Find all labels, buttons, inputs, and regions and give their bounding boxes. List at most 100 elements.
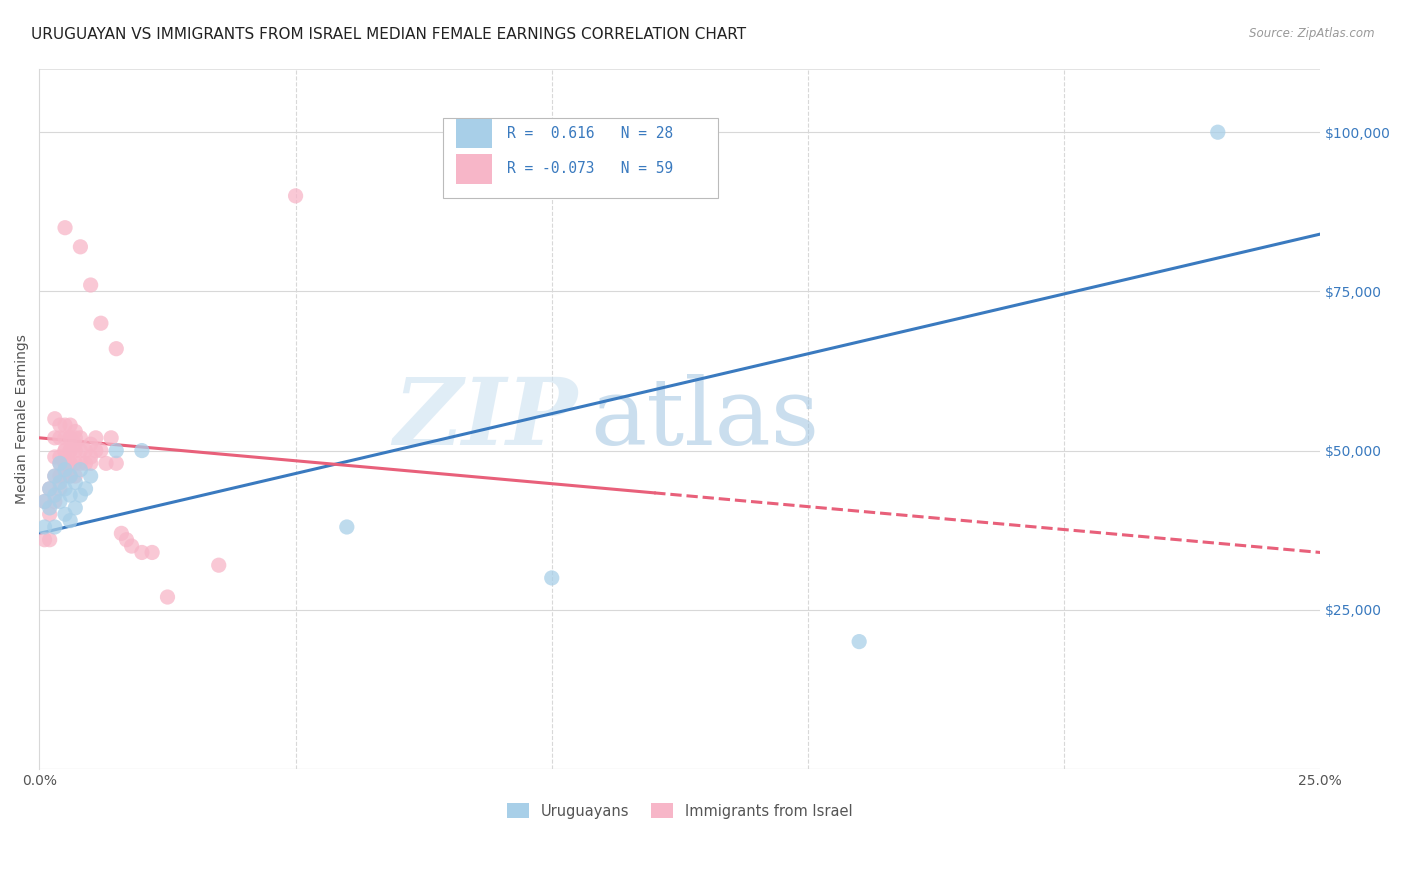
Point xyxy=(59,431,82,445)
Point xyxy=(34,520,56,534)
Point xyxy=(44,411,66,425)
Point xyxy=(49,418,72,433)
Point xyxy=(49,456,72,470)
Point xyxy=(84,431,107,445)
Text: R = -0.073   N = 59: R = -0.073 N = 59 xyxy=(508,161,673,177)
Point xyxy=(59,469,82,483)
Point xyxy=(90,443,112,458)
Point xyxy=(115,533,138,547)
Point xyxy=(848,634,870,648)
Point xyxy=(53,469,76,483)
Point xyxy=(34,494,56,508)
Point xyxy=(53,443,76,458)
Point xyxy=(105,342,128,356)
FancyBboxPatch shape xyxy=(443,118,718,198)
Point xyxy=(284,189,307,203)
Point xyxy=(131,545,153,559)
Point xyxy=(38,482,60,496)
Point xyxy=(44,469,66,483)
Point xyxy=(69,443,91,458)
Point xyxy=(65,425,87,439)
Point xyxy=(110,526,132,541)
Point xyxy=(49,494,72,508)
Point xyxy=(53,456,76,470)
Point xyxy=(38,508,60,522)
Text: R =  0.616   N = 28: R = 0.616 N = 28 xyxy=(508,126,673,141)
Point xyxy=(49,469,72,483)
Point xyxy=(336,520,359,534)
Point xyxy=(49,482,72,496)
Point xyxy=(49,431,72,445)
Point xyxy=(53,418,76,433)
Point xyxy=(1206,125,1229,139)
Point xyxy=(49,456,72,470)
Y-axis label: Median Female Earnings: Median Female Earnings xyxy=(15,334,30,504)
Text: ZIP: ZIP xyxy=(394,374,578,464)
Point xyxy=(59,456,82,470)
Point xyxy=(65,500,87,515)
Text: Source: ZipAtlas.com: Source: ZipAtlas.com xyxy=(1250,27,1375,40)
Point xyxy=(540,571,562,585)
Point xyxy=(79,456,101,470)
Point xyxy=(34,533,56,547)
Legend: Uruguayans, Immigrants from Israel: Uruguayans, Immigrants from Israel xyxy=(502,797,858,825)
Point xyxy=(53,220,76,235)
Point xyxy=(44,469,66,483)
Point xyxy=(69,488,91,502)
Point xyxy=(94,456,117,470)
Point xyxy=(69,240,91,254)
FancyBboxPatch shape xyxy=(456,119,492,148)
Point xyxy=(44,450,66,464)
Point xyxy=(59,469,82,483)
Point xyxy=(69,431,91,445)
Point xyxy=(59,456,82,470)
Point xyxy=(53,443,76,458)
Point xyxy=(79,469,101,483)
Point xyxy=(100,431,122,445)
Point xyxy=(38,500,60,515)
Point xyxy=(53,463,76,477)
Point xyxy=(65,437,87,451)
Point xyxy=(105,443,128,458)
Point xyxy=(105,456,128,470)
Text: URUGUAYAN VS IMMIGRANTS FROM ISRAEL MEDIAN FEMALE EARNINGS CORRELATION CHART: URUGUAYAN VS IMMIGRANTS FROM ISRAEL MEDI… xyxy=(31,27,747,42)
Point xyxy=(79,437,101,451)
Text: atlas: atlas xyxy=(591,374,820,464)
Point xyxy=(59,514,82,528)
Point xyxy=(75,482,97,496)
Point xyxy=(65,469,87,483)
Point xyxy=(59,431,82,445)
Point xyxy=(59,418,82,433)
Point xyxy=(34,494,56,508)
Point xyxy=(65,475,87,490)
Point xyxy=(121,539,143,553)
Point xyxy=(75,456,97,470)
Point xyxy=(69,463,91,477)
Point xyxy=(79,450,101,464)
Point xyxy=(53,456,76,470)
Point xyxy=(79,278,101,293)
Point xyxy=(59,488,82,502)
Point xyxy=(59,443,82,458)
Point xyxy=(131,443,153,458)
Point xyxy=(75,443,97,458)
Point xyxy=(44,488,66,502)
Point xyxy=(208,558,231,573)
Point xyxy=(44,431,66,445)
Point xyxy=(65,456,87,470)
Point xyxy=(53,431,76,445)
Point xyxy=(65,431,87,445)
Point xyxy=(156,590,179,604)
Point xyxy=(69,456,91,470)
Point xyxy=(59,443,82,458)
Point xyxy=(84,443,107,458)
Point xyxy=(65,443,87,458)
Point xyxy=(38,482,60,496)
Point xyxy=(44,520,66,534)
Point xyxy=(49,450,72,464)
Point xyxy=(53,508,76,522)
Point xyxy=(44,494,66,508)
FancyBboxPatch shape xyxy=(456,154,492,184)
Point xyxy=(90,316,112,330)
Point xyxy=(141,545,163,559)
